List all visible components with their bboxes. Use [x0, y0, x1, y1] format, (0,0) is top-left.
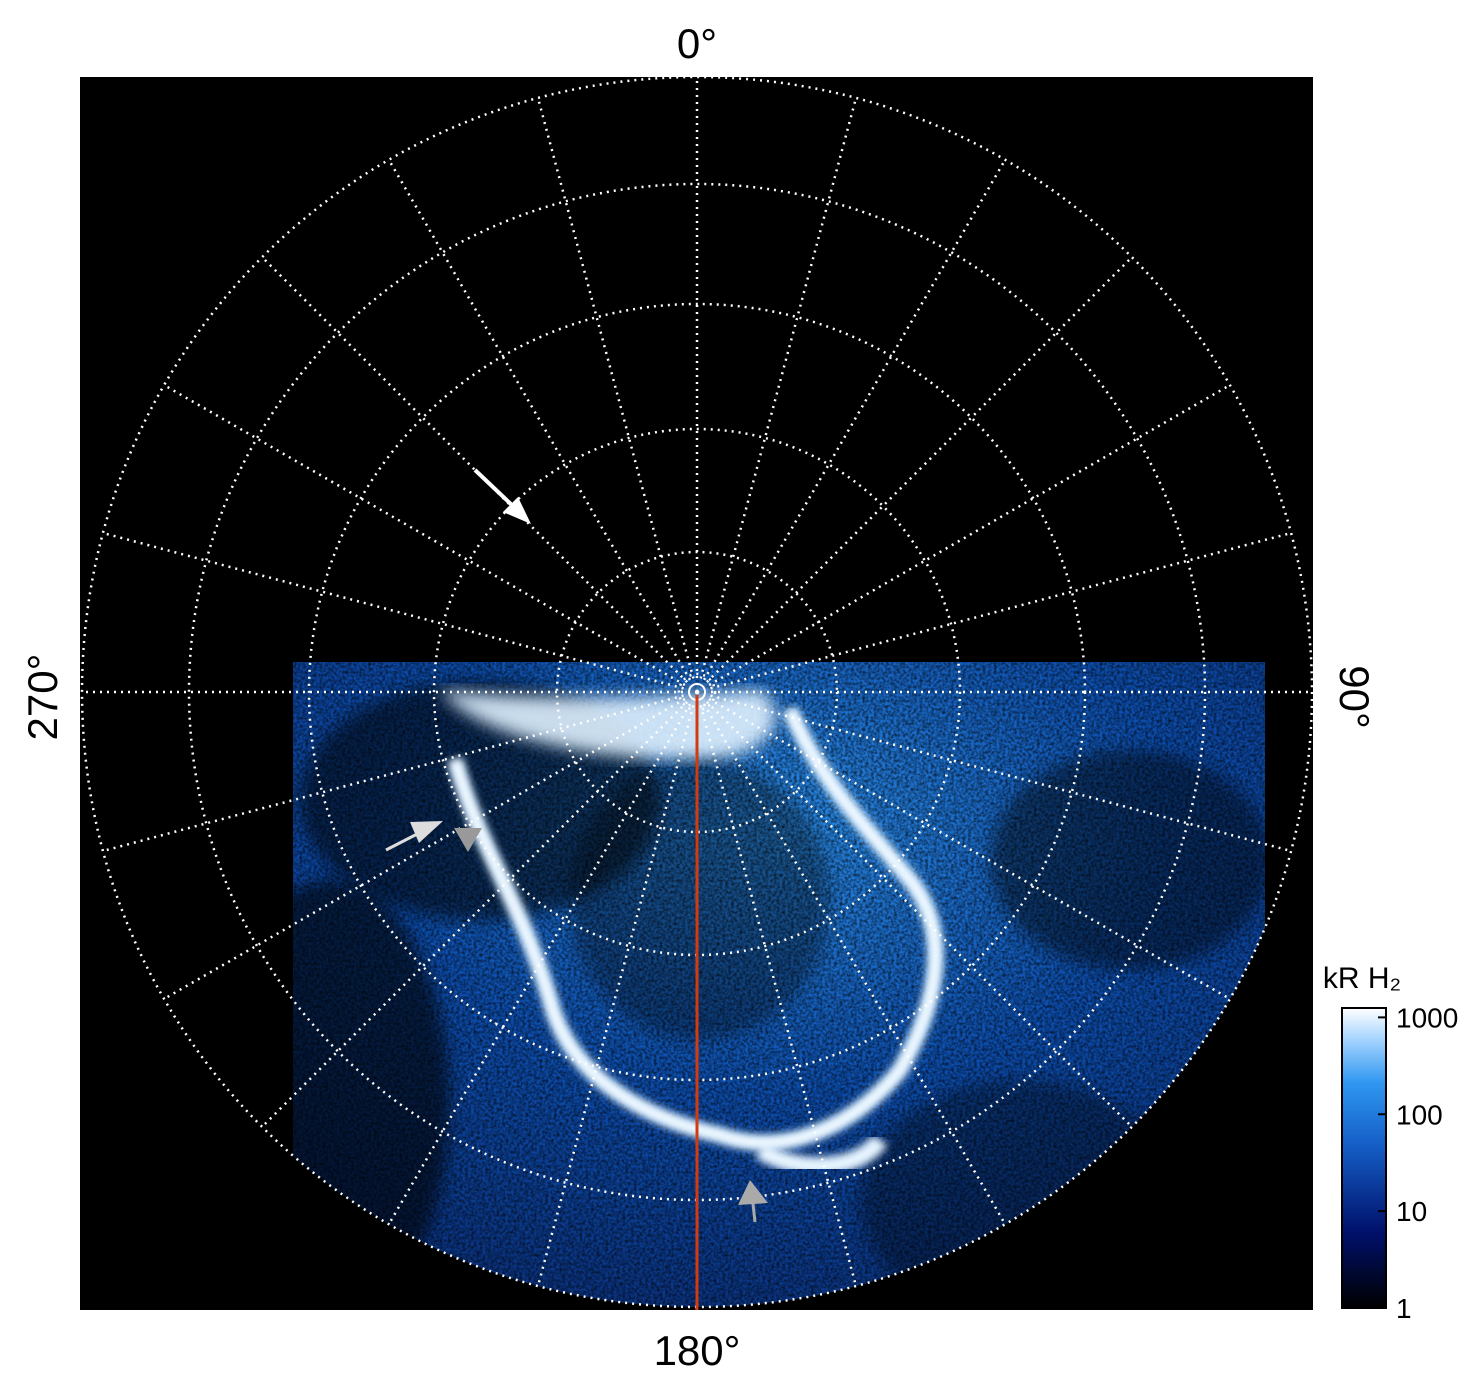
label-right: 90° [1331, 665, 1378, 729]
label-top: 0° [677, 20, 717, 67]
colorbar-tick-label: 1000 [1396, 1002, 1458, 1033]
colorbar-scale [1341, 1007, 1387, 1309]
label-bottom: 180° [654, 1327, 741, 1374]
label-left: 270° [19, 654, 66, 741]
colorbar-tick-label: 100 [1396, 1099, 1443, 1130]
colorbar-tick-label: 1 [1396, 1293, 1412, 1324]
colorbar: kR H₂ 1 10 100 1000 [1323, 962, 1458, 1324]
arrows [385, 468, 768, 1223]
colorbar-title: kR H₂ [1323, 962, 1401, 995]
colorbar-tick-label: 10 [1396, 1196, 1427, 1227]
aurora-image [293, 662, 1265, 1307]
